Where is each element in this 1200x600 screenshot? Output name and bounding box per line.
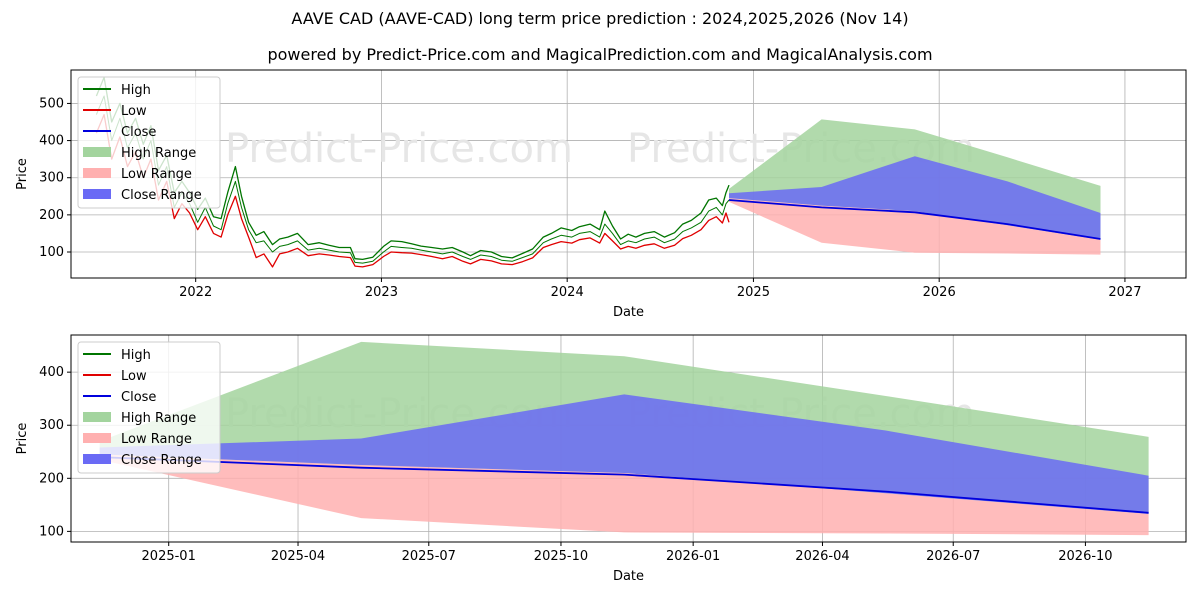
legend-swatch (83, 412, 111, 422)
legend-label: Close (121, 390, 156, 405)
legend-label: Close Range (121, 188, 202, 203)
y-tick-label: 100 (39, 524, 64, 539)
legend-label: Close (121, 125, 156, 140)
y-tick-label: 200 (39, 208, 64, 223)
x-tick-label: 2026 (923, 285, 956, 300)
legend-swatch (83, 168, 111, 178)
x-tick-label: 2023 (365, 285, 398, 300)
close-history-line (95, 95, 730, 264)
x-tick-label: 2026-07 (926, 549, 980, 564)
low-range-band (99, 454, 1149, 536)
legend-swatch (83, 147, 111, 157)
legend-label: Low (121, 104, 147, 119)
x-tick-label: 2027 (1108, 285, 1141, 300)
y-tick-label: 500 (39, 96, 64, 111)
close-forecast-line (728, 199, 1101, 240)
x-tick-label: 2026-01 (666, 549, 720, 564)
legend-label: High (121, 348, 151, 363)
low-line (95, 113, 730, 268)
y-tick-label: 400 (39, 134, 64, 149)
y-tick-label: 300 (39, 418, 64, 433)
chart-panel-1: Predict-Price.comPredict-Price.com100200… (15, 69, 1187, 320)
legend-label: Low (121, 369, 147, 384)
legend-box (77, 76, 221, 209)
legend-swatch (83, 189, 111, 199)
plot-area (99, 341, 1149, 536)
axes-frame (70, 69, 1187, 279)
close-forecast-line (99, 456, 1149, 514)
y-axis-label: Price (15, 158, 30, 190)
legend-label: High Range (121, 411, 196, 426)
x-axis-label: Date (613, 569, 644, 584)
close-range-band (729, 156, 1101, 240)
y-tick-label: 100 (39, 245, 64, 260)
chart-title: AAVE CAD (AAVE-CAD) long term price pred… (291, 9, 909, 28)
legend: High Low Close High Range Low Range Close Ran… (77, 341, 221, 474)
x-tick-label: 2026-04 (795, 549, 849, 564)
legend-label: Close Range (121, 453, 202, 468)
x-tick-label: 2025-01 (142, 549, 196, 564)
axes-frame (70, 334, 1187, 543)
legend-label: High (121, 83, 151, 98)
chart-subtitle: powered by Predict-Price.com and Magical… (267, 45, 933, 64)
legend-label: Low Range (121, 167, 192, 182)
y-axis-label: Price (15, 423, 30, 455)
x-tick-label: 2025-07 (402, 549, 456, 564)
y-tick-label: 300 (39, 171, 64, 186)
legend-swatch (83, 454, 111, 464)
legend-label: Low Range (121, 432, 192, 447)
legend-label: High Range (121, 146, 196, 161)
legend: High Low Close High Range Low Range Close Ran… (77, 76, 221, 209)
legend-box (77, 341, 221, 474)
chart-panel-2: Predict-Price.comPredict-Price.com100200… (15, 334, 1187, 584)
x-tick-label: 2025-10 (534, 549, 588, 564)
y-tick-label: 400 (39, 365, 64, 380)
x-axis-label: Date (613, 305, 644, 320)
legend-swatch (83, 433, 111, 443)
plot-area (95, 76, 1101, 268)
y-tick-label: 200 (39, 471, 64, 486)
close-range-band (99, 394, 1149, 514)
low-range-band (729, 198, 1101, 255)
x-tick-label: 2022 (179, 285, 212, 300)
watermark-text: Predict-Price.com (225, 126, 573, 172)
x-tick-label: 2025-04 (271, 549, 325, 564)
x-tick-label: 2024 (551, 285, 584, 300)
x-tick-label: 2026-10 (1058, 549, 1112, 564)
x-tick-label: 2025 (737, 285, 770, 300)
